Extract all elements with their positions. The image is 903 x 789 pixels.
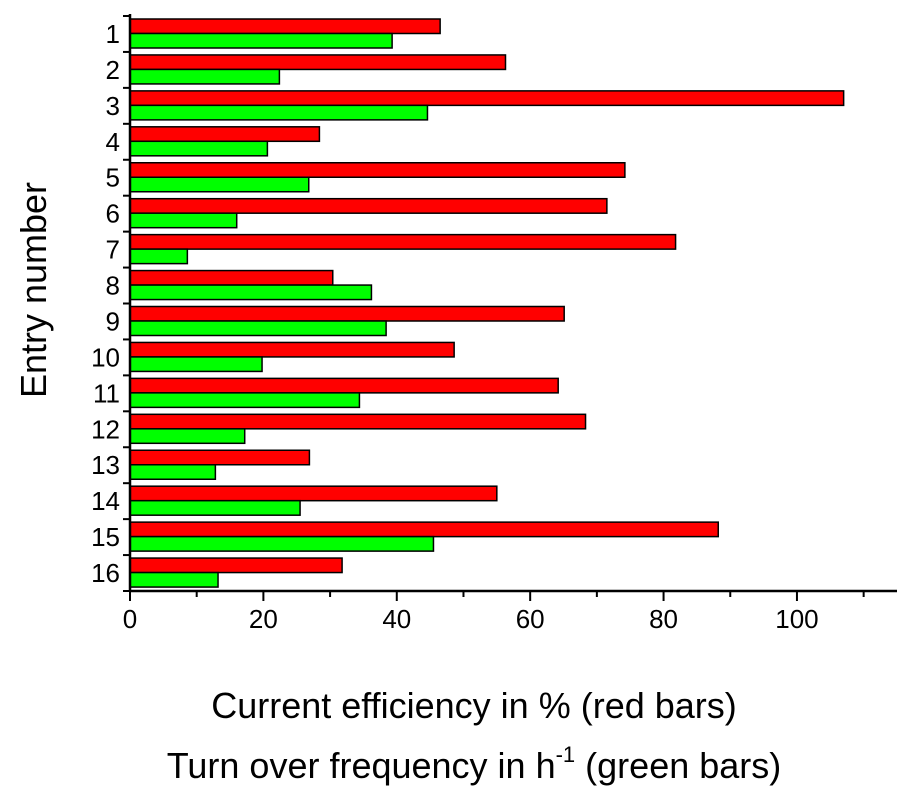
bar-red-entry-3: [129, 90, 845, 107]
bar-red-entry-9: [129, 305, 565, 322]
x-tick-label-60: 60: [516, 604, 545, 634]
bar-red-entry-11: [129, 377, 559, 394]
x-axis-title-line2: Turn over frequency in h-1 (green bars): [167, 742, 782, 786]
bar-green-entry-6: [129, 212, 238, 229]
x-axis-title-line2-superscript: -1: [556, 742, 576, 767]
y-tick-label-8: 8: [106, 271, 120, 301]
bar-green-entry-5: [129, 176, 310, 193]
bar-red-entry-16: [129, 557, 343, 574]
y-tick-label-1: 1: [106, 19, 120, 49]
y-tick-label-11: 11: [93, 378, 120, 408]
x-tick-label-40: 40: [382, 604, 411, 634]
bar-red-entry-10: [129, 341, 455, 358]
bar-green-entry-14: [129, 499, 301, 516]
bar-red-entry-13: [129, 449, 311, 466]
bar-red-entry-7: [129, 233, 677, 250]
y-tick-label-16: 16: [91, 558, 120, 588]
y-tick-label-2: 2: [106, 55, 120, 85]
x-axis-title-line2-prefix: Turn over frequency in h: [167, 745, 556, 786]
y-tick-label-12: 12: [91, 414, 120, 444]
y-tick-label-10: 10: [91, 342, 120, 372]
bar-red-entry-4: [129, 126, 321, 143]
bar-green-entry-16: [129, 571, 219, 588]
bar-red-entry-1: [129, 18, 441, 35]
bar-green-entry-13: [129, 464, 217, 480]
bar-green-entry-2: [129, 68, 281, 85]
bar-green-entry-9: [129, 320, 387, 337]
bar-red-entry-14: [129, 485, 498, 502]
x-axis-title-line1: Current efficiency in % (red bars): [211, 685, 737, 726]
x-tick-label-20: 20: [249, 604, 278, 634]
bar-green-entry-7: [129, 248, 189, 265]
x-axis-title-line2-suffix: (green bars): [575, 745, 781, 786]
bar-green-entry-15: [129, 535, 435, 552]
x-tick-label-0: 0: [123, 604, 137, 634]
y-tick-label-3: 3: [106, 91, 120, 121]
bar-green-entry-11: [129, 392, 361, 409]
x-tick-label-100: 100: [775, 604, 818, 634]
x-tick-label-80: 80: [649, 604, 678, 634]
y-tick-label-4: 4: [106, 127, 120, 157]
bar-green-entry-12: [129, 428, 246, 445]
bar-red-entry-8: [129, 269, 334, 286]
bar-red-entry-15: [129, 521, 720, 538]
y-tick-label-5: 5: [106, 163, 120, 193]
y-tick-label-6: 6: [106, 199, 120, 229]
bars-group: [129, 18, 845, 588]
bar-red-entry-5: [129, 162, 626, 178]
y-tick-label-13: 13: [91, 450, 120, 480]
bar-green-entry-10: [129, 356, 263, 373]
bar-green-entry-4: [129, 140, 269, 157]
y-tick-label-14: 14: [91, 486, 120, 516]
y-tick-label-7: 7: [106, 235, 120, 265]
bar-red-entry-6: [129, 197, 608, 214]
y-axis-title: Entry number: [13, 182, 54, 398]
bar-green-entry-1: [129, 32, 393, 49]
y-tick-label-15: 15: [91, 522, 120, 552]
bar-red-entry-12: [129, 413, 587, 430]
bar-green-entry-3: [129, 104, 429, 121]
bar-green-entry-8: [129, 284, 373, 301]
y-tick-label-9: 9: [106, 306, 120, 336]
bar-red-entry-2: [129, 54, 507, 71]
